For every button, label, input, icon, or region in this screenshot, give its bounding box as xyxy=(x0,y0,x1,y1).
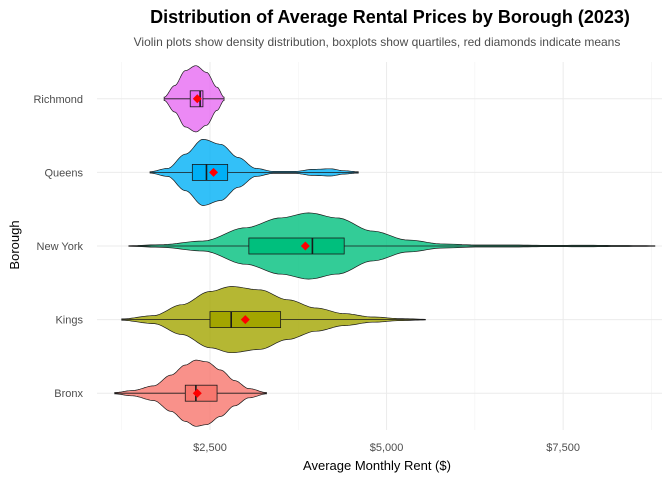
violin-group-kings xyxy=(121,286,426,354)
y-tick-label: Queens xyxy=(44,167,83,179)
mean-diamond xyxy=(240,315,250,325)
violin-group-queens xyxy=(149,138,359,206)
x-tick-label: $5,000 xyxy=(370,442,404,454)
mean-diamond xyxy=(300,241,310,251)
y-tick-label: Bronx xyxy=(54,388,83,400)
chart-subtitle: Violin plots show density distribution, … xyxy=(134,35,621,49)
box-quartiles xyxy=(248,237,345,255)
y-tick-label: Kings xyxy=(55,315,83,327)
y-tick-label: Richmond xyxy=(33,94,83,106)
violin-group-bronx xyxy=(114,359,267,427)
chart-title: Distribution of Average Rental Prices by… xyxy=(150,7,630,27)
x-tick-label: $2,500 xyxy=(193,442,227,454)
plot-area xyxy=(114,65,656,427)
mean-diamond xyxy=(209,167,219,177)
violin-group-richmond xyxy=(163,65,225,133)
mean-diamond xyxy=(192,94,202,104)
mean-diamond xyxy=(192,388,202,398)
axes: $2,500 $5,000 $7,500 Bronx Kings New York Quee… xyxy=(33,94,579,454)
y-axis-title: Borough xyxy=(7,220,22,269)
y-tick-label: New York xyxy=(37,241,84,253)
x-tick-label: $7,500 xyxy=(546,442,580,454)
x-axis-title: Average Monthly Rent ($) xyxy=(303,458,451,473)
violin-group-new-york xyxy=(128,212,656,280)
